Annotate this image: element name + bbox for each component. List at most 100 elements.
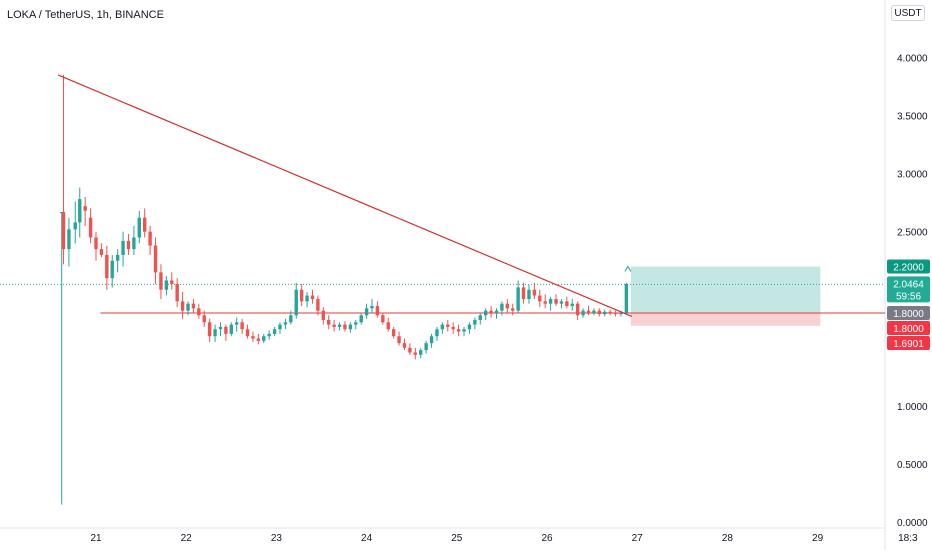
candle-body (500, 303, 504, 311)
candle-body (624, 283, 629, 313)
candle-body (419, 350, 423, 355)
candle-body (532, 289, 537, 296)
x-tick-label: 26 (541, 533, 553, 544)
candle-body (348, 324, 353, 330)
candle-body (143, 217, 147, 232)
candle-body (391, 329, 396, 337)
candle-body (619, 312, 623, 315)
y-tick-label: 3.0000 (897, 170, 928, 181)
candle-body (283, 322, 288, 325)
candle-body (224, 326, 228, 334)
candle-body (440, 324, 445, 330)
candle-body (88, 217, 93, 238)
candle-body (451, 326, 455, 330)
candle-body (429, 336, 434, 344)
candle-body (207, 322, 212, 337)
candle-body (153, 245, 158, 273)
candle-body (446, 324, 450, 327)
candle-body (272, 329, 277, 334)
price-label: 1.8000 (893, 324, 924, 335)
candle-body (235, 322, 239, 325)
candle-body (202, 315, 206, 323)
candle-body (456, 329, 461, 332)
x-tick-label: 22 (181, 533, 193, 544)
candle-body (586, 310, 591, 313)
candle-body (354, 322, 358, 325)
candle-body (126, 240, 131, 250)
candle-body (424, 343, 428, 351)
candle-body (289, 315, 293, 323)
candle-body (435, 329, 439, 337)
candle-body (267, 333, 271, 337)
price-label: 1.6901 (893, 339, 924, 350)
candle-body (337, 324, 342, 327)
candle-body (110, 260, 114, 279)
candle-body (516, 287, 520, 311)
y-tick-label: 0.0000 (897, 518, 928, 529)
candle-body (575, 303, 580, 316)
candle-body (148, 231, 152, 246)
x-tick-label: 23 (271, 533, 283, 544)
price-label-tag (887, 305, 930, 320)
candle-body (159, 272, 163, 290)
candle-body (359, 315, 363, 323)
price-label-tag (887, 259, 930, 274)
candle-body (408, 347, 412, 353)
candle-body (467, 324, 472, 330)
price-label: 2.2000 (893, 263, 924, 274)
candle-body (370, 306, 374, 309)
candle-body (316, 299, 320, 311)
candle-body (60, 211, 64, 214)
candle-body (321, 310, 326, 320)
candle-body (294, 289, 298, 316)
candle-body (245, 329, 250, 337)
candle-body (105, 254, 109, 279)
countdown-label: 59:56 (896, 291, 921, 302)
candle-body (175, 283, 179, 302)
candle-body (170, 280, 174, 284)
candle-body (397, 336, 401, 344)
candle-body (343, 324, 347, 330)
candle-body (473, 319, 477, 325)
y-tick-label: 2.5000 (897, 228, 928, 239)
price-label: 1.8000 (893, 309, 924, 320)
candle-body (67, 229, 71, 250)
candle-body (229, 324, 233, 334)
candle-body (164, 280, 169, 290)
candle-body (565, 301, 569, 307)
candle-body (603, 311, 607, 315)
candle-body (413, 352, 418, 355)
candle-body (278, 324, 282, 330)
candle-body (137, 217, 141, 238)
candle-body (597, 310, 602, 315)
candle-body (186, 303, 190, 311)
candle-body (505, 303, 510, 309)
y-tick-label: 4.0000 (897, 54, 928, 65)
y-tick-label: 1.0000 (897, 402, 928, 413)
loss-zone (630, 312, 821, 326)
candle-body (115, 254, 120, 261)
trend-line (57, 74, 633, 318)
candle-body (78, 199, 82, 223)
candle-body (592, 310, 596, 313)
candle-body (483, 310, 488, 316)
currency-button[interactable]: USDT (891, 5, 925, 21)
candle-body (299, 289, 304, 302)
candle-body (375, 306, 380, 316)
profit-zone (630, 266, 821, 313)
candle-body (608, 311, 612, 313)
x-tick-label: 24 (361, 533, 373, 544)
candle-body (180, 301, 185, 311)
price-label-tag (887, 335, 930, 350)
candle-body (83, 206, 87, 211)
candle-body (462, 329, 466, 332)
x-tick-label: 27 (632, 533, 644, 544)
candle-body (478, 315, 482, 320)
y-tick-label: 3.5000 (897, 112, 928, 123)
candle-body (218, 326, 223, 330)
candle-body (73, 222, 77, 230)
candle-body (61, 211, 66, 250)
candle-body (121, 240, 125, 255)
